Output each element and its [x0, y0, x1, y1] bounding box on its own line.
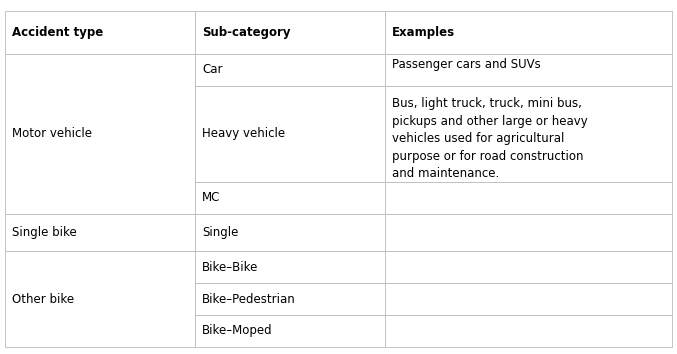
- Bar: [195, 283, 385, 315]
- Bar: [385, 283, 672, 315]
- Text: Passenger cars and SUVs: Passenger cars and SUVs: [392, 58, 541, 71]
- Bar: [385, 54, 672, 86]
- Text: Bike–Moped: Bike–Moped: [202, 325, 273, 337]
- Text: Accident type: Accident type: [12, 26, 104, 39]
- Bar: [195, 182, 385, 213]
- Bar: [385, 11, 672, 54]
- Bar: [5, 213, 195, 251]
- Text: Sub-category: Sub-category: [202, 26, 290, 39]
- Bar: [385, 86, 672, 182]
- Text: Motor vehicle: Motor vehicle: [12, 127, 92, 140]
- Bar: [385, 182, 672, 213]
- Bar: [5, 251, 195, 347]
- Bar: [5, 11, 195, 54]
- Text: Bike–Bike: Bike–Bike: [202, 261, 259, 274]
- Text: Car: Car: [202, 63, 223, 76]
- Bar: [385, 213, 672, 251]
- Bar: [195, 213, 385, 251]
- Bar: [195, 54, 385, 86]
- Text: Bike–Pedestrian: Bike–Pedestrian: [202, 292, 296, 306]
- Bar: [385, 251, 672, 283]
- Text: Bus, light truck, truck, mini bus,
pickups and other large or heavy
vehicles use: Bus, light truck, truck, mini bus, picku…: [392, 97, 588, 180]
- Bar: [195, 11, 385, 54]
- Bar: [5, 54, 195, 213]
- Text: Single: Single: [202, 226, 238, 239]
- Bar: [195, 251, 385, 283]
- Text: Other bike: Other bike: [12, 292, 74, 306]
- Bar: [195, 86, 385, 182]
- Bar: [385, 315, 672, 347]
- Text: MC: MC: [202, 191, 221, 204]
- Text: Single bike: Single bike: [12, 226, 77, 239]
- Text: Heavy vehicle: Heavy vehicle: [202, 127, 285, 140]
- Bar: [195, 315, 385, 347]
- Text: Examples: Examples: [392, 26, 455, 39]
